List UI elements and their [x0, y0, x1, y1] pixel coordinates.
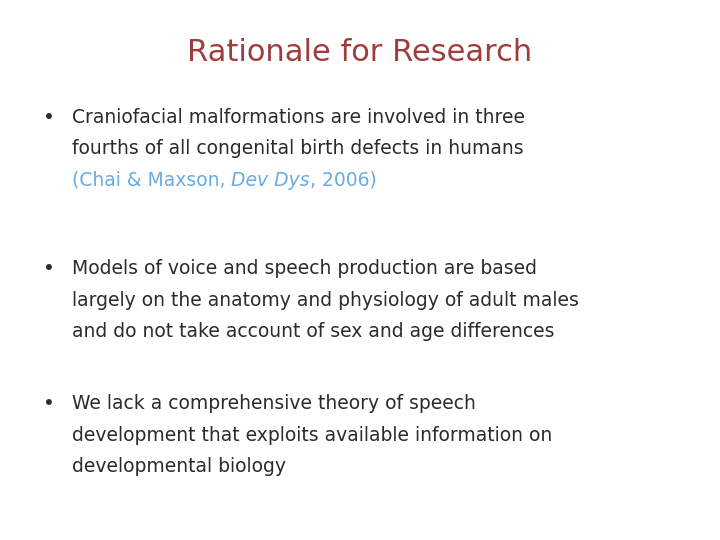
Text: and do not take account of sex and age differences: and do not take account of sex and age d…: [72, 322, 554, 341]
Text: Craniofacial malformations are involved in three: Craniofacial malformations are involved …: [72, 108, 525, 127]
Text: Dev Dys: Dev Dys: [232, 171, 310, 190]
Text: (Chai & Maxson,: (Chai & Maxson,: [72, 171, 232, 190]
Text: Rationale for Research: Rationale for Research: [187, 38, 533, 67]
Text: developmental biology: developmental biology: [72, 457, 286, 476]
Text: , 2006): , 2006): [310, 171, 377, 190]
Text: fourths of all congenital birth defects in humans: fourths of all congenital birth defects …: [72, 139, 523, 158]
Text: largely on the anatomy and physiology of adult males: largely on the anatomy and physiology of…: [72, 291, 579, 309]
Text: •: •: [43, 108, 55, 127]
Text: Models of voice and speech production are based: Models of voice and speech production ar…: [72, 259, 537, 278]
Text: •: •: [43, 259, 55, 278]
Text: We lack a comprehensive theory of speech: We lack a comprehensive theory of speech: [72, 394, 476, 413]
Text: development that exploits available information on: development that exploits available info…: [72, 426, 552, 444]
Text: •: •: [43, 394, 55, 413]
